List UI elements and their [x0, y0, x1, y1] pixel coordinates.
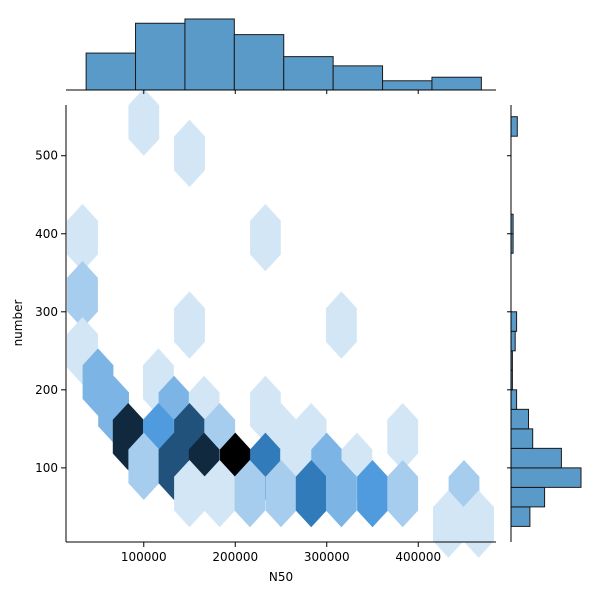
hexbin-cell [463, 490, 494, 558]
y-histogram-bar [510, 428, 534, 449]
hexbin-cell [128, 88, 160, 156]
main-plot: 100000 200000 300000 400000 100 200 300 400 500… [11, 88, 496, 584]
x-tick-label: 300000 [304, 550, 350, 564]
hexbin-cell [387, 403, 419, 471]
y-histogram-bar [510, 506, 531, 527]
right-hist-ticks [507, 155, 511, 469]
x-histogram-bar [135, 22, 186, 91]
x-histogram-bar [85, 52, 137, 91]
y-histogram-bars [510, 116, 582, 527]
hexbin-cell [67, 204, 98, 272]
hexbin-cell [204, 460, 236, 528]
hexbin-cell [265, 460, 297, 528]
x-axis-title: N50 [269, 570, 293, 584]
y-histogram-bar [510, 311, 518, 332]
x-tick-label: 200000 [212, 550, 258, 564]
hexbin-cell [357, 460, 388, 528]
hexbin-cell [326, 291, 357, 359]
hexbin-cell [295, 460, 327, 528]
y-tick-label: 400 [35, 227, 58, 241]
hexbin-cell [174, 460, 205, 528]
x-tick-label: 100000 [121, 550, 167, 564]
x-histogram-bar [431, 76, 482, 91]
x-marginal-histogram [66, 18, 496, 94]
x-histogram-bar [184, 18, 235, 91]
y-tick-label: 100 [35, 461, 58, 475]
y-histogram-bar [510, 486, 546, 508]
hexbin-cell [326, 460, 357, 528]
hexbin-cell [387, 460, 419, 528]
y-histogram-bar [510, 467, 582, 488]
hexbin-cell [250, 204, 281, 272]
y-tick-label: 300 [35, 305, 58, 319]
x-histogram-bar [233, 34, 285, 91]
x-histogram-bar [332, 65, 384, 91]
y-tick-label: 500 [35, 149, 58, 163]
y-tick-label: 200 [35, 383, 58, 397]
y-histogram-bar [510, 330, 516, 352]
x-histogram-bar [382, 80, 433, 91]
hexbin-cell [234, 460, 266, 528]
hexbin-cell [174, 119, 205, 187]
hexbin-cell [174, 291, 205, 359]
y-histogram-bar [510, 389, 518, 410]
x-histogram-bar [283, 56, 334, 91]
hexbin-cell [67, 261, 98, 329]
y-marginal-histogram [507, 105, 582, 542]
hexbin-cell [128, 432, 160, 500]
hexbin-layer [67, 88, 494, 558]
y-histogram-bar [510, 447, 562, 469]
y-histogram-bar [510, 408, 529, 430]
y-ticks: 100 200 300 400 500 [35, 149, 66, 475]
y-histogram-bar [510, 116, 518, 137]
x-histogram-bars [85, 18, 482, 91]
x-tick-label: 400000 [395, 550, 441, 564]
x-ticks: 100000 200000 300000 400000 [121, 542, 441, 564]
hexbin-cell [433, 490, 464, 558]
y-axis-title: number [11, 300, 25, 347]
